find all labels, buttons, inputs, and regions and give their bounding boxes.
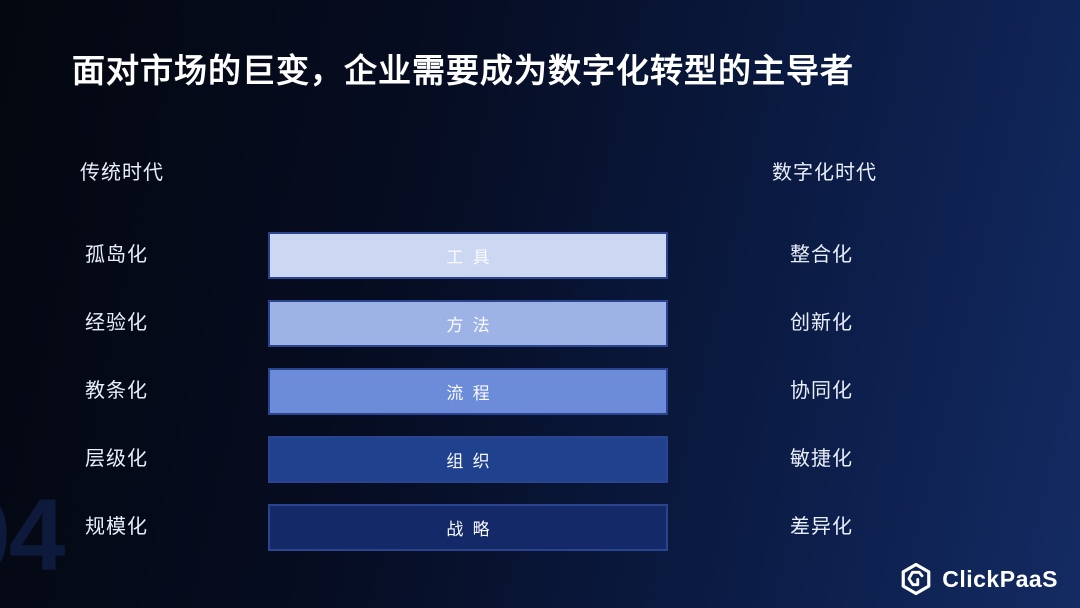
traditional-era-label: 层级化 [85,448,148,470]
slide-title: 面对市场的巨变，企业需要成为数字化转型的主导者 [72,52,854,89]
traditional-era-label: 经验化 [85,312,148,334]
bar-strategy: 战略 [268,504,668,551]
bar-label: 工具 [446,248,500,268]
right-column-header: 数字化时代 [772,162,877,184]
bar-label: 战略 [446,520,500,540]
page-number: 04 [0,478,65,592]
transformation-row: 规模化 战略 差异化 [0,504,1080,551]
traditional-era-label: 孤岛化 [85,244,148,266]
transformation-row: 层级化 组织 敏捷化 [0,436,1080,483]
bar-tools: 工具 [268,232,668,279]
traditional-era-label: 规模化 [85,516,148,538]
traditional-era-label: 教条化 [85,380,148,402]
clickpaas-logo: ClickPaaS [899,562,1058,596]
bar-methods: 方法 [268,300,668,347]
bar-label: 组织 [446,452,500,472]
clickpaas-logo-text: ClickPaaS [942,565,1058,592]
digital-era-label: 差异化 [790,516,853,538]
transformation-row: 教条化 流程 协同化 [0,368,1080,415]
bar-process: 流程 [268,368,668,415]
digital-era-label: 敏捷化 [790,448,853,470]
digital-era-label: 整合化 [790,244,853,266]
bar-organization: 组织 [268,436,668,483]
digital-era-label: 创新化 [790,312,853,334]
transformation-row: 经验化 方法 创新化 [0,300,1080,347]
clickpaas-hexagon-icon [901,562,931,596]
left-column-header: 传统时代 [80,162,164,184]
bar-label: 流程 [446,384,500,404]
transformation-row: 孤岛化 工具 整合化 [0,232,1080,279]
digital-era-label: 协同化 [790,380,853,402]
bar-label: 方法 [446,316,500,336]
